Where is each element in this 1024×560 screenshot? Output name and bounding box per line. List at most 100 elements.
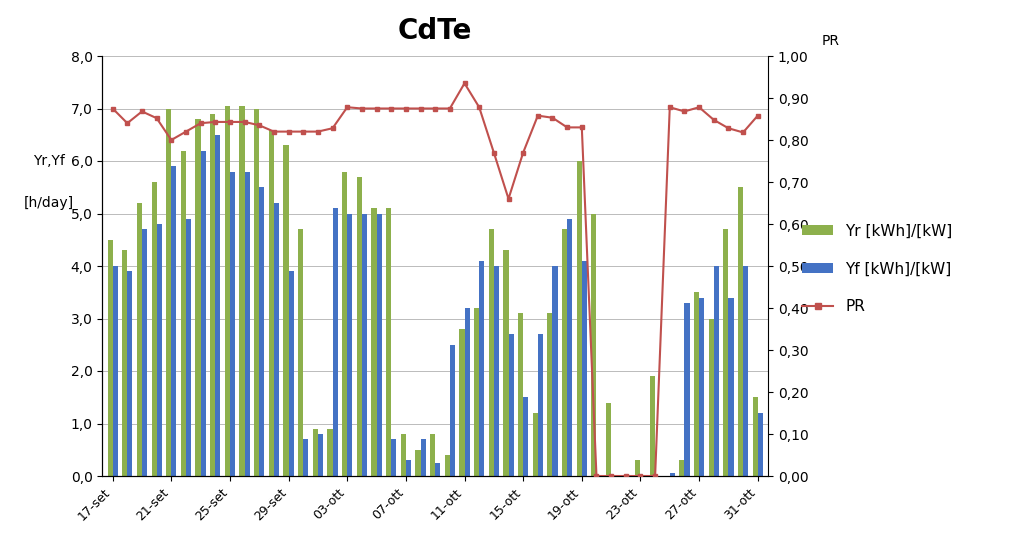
PR	[503, 195, 515, 202]
PR	[311, 128, 324, 135]
PR	[209, 119, 221, 125]
PR	[752, 112, 764, 119]
Bar	[738, 187, 743, 476]
PR	[165, 137, 177, 143]
Bar	[181, 151, 186, 476]
Bar	[416, 450, 421, 476]
Bar	[113, 266, 118, 476]
Bar	[347, 213, 352, 476]
PR	[590, 473, 602, 479]
Bar	[553, 266, 558, 476]
Bar	[225, 106, 230, 476]
Bar	[635, 460, 640, 476]
PR	[459, 80, 471, 87]
PR	[575, 124, 588, 131]
PR	[371, 105, 383, 112]
Bar	[356, 177, 361, 476]
Bar	[391, 439, 396, 476]
PR	[151, 115, 163, 122]
Bar	[465, 308, 470, 476]
Bar	[494, 266, 499, 476]
Bar	[421, 439, 426, 476]
PR	[239, 119, 251, 125]
Line: PR: PR	[111, 81, 760, 478]
Bar	[460, 329, 465, 476]
PR	[327, 125, 339, 132]
Bar	[137, 203, 142, 476]
Bar	[450, 345, 455, 476]
Bar	[670, 473, 675, 476]
Bar	[122, 250, 127, 476]
PR	[136, 108, 148, 115]
PR	[341, 104, 353, 111]
Bar	[230, 171, 236, 476]
Bar	[474, 308, 479, 476]
PR	[385, 105, 397, 112]
Bar	[372, 208, 377, 476]
Bar	[650, 376, 655, 476]
PR	[355, 105, 368, 112]
Bar	[518, 313, 523, 476]
Bar	[606, 403, 611, 476]
Bar	[312, 429, 317, 476]
Bar	[377, 213, 382, 476]
PR	[399, 105, 412, 112]
PR	[561, 124, 573, 131]
Bar	[430, 434, 435, 476]
PR	[443, 105, 456, 112]
Bar	[406, 460, 411, 476]
Bar	[171, 166, 176, 476]
Bar	[284, 145, 289, 476]
Bar	[582, 261, 587, 476]
Bar	[743, 266, 749, 476]
Bar	[274, 203, 280, 476]
Bar	[758, 413, 763, 476]
PR	[180, 128, 193, 135]
PR	[708, 116, 720, 123]
Bar	[504, 250, 509, 476]
Bar	[444, 455, 450, 476]
Bar	[259, 187, 264, 476]
Bar	[240, 106, 245, 476]
Bar	[245, 171, 250, 476]
Bar	[753, 397, 758, 476]
Bar	[142, 229, 147, 476]
Bar	[303, 439, 308, 476]
Bar	[166, 109, 171, 476]
Bar	[709, 319, 714, 476]
PR	[678, 108, 690, 115]
PR	[634, 473, 646, 479]
Bar	[728, 297, 733, 476]
Bar	[679, 460, 684, 476]
Bar	[298, 229, 303, 476]
Text: PR: PR	[821, 34, 840, 48]
PR	[693, 104, 706, 111]
Bar	[152, 182, 157, 476]
Bar	[400, 434, 406, 476]
Bar	[694, 292, 699, 476]
Bar	[684, 303, 689, 476]
Bar	[108, 240, 113, 476]
Bar	[567, 219, 572, 476]
PR	[531, 112, 544, 119]
Bar	[523, 397, 528, 476]
PR	[737, 129, 750, 136]
Title: CdTe: CdTe	[398, 17, 472, 45]
Bar	[532, 413, 538, 476]
Bar	[577, 161, 582, 476]
PR	[517, 149, 529, 156]
Bar	[488, 229, 494, 476]
PR	[224, 119, 237, 125]
Bar	[479, 261, 484, 476]
Bar	[317, 434, 323, 476]
Bar	[289, 271, 294, 476]
PR	[195, 120, 207, 127]
PR	[415, 105, 427, 112]
PR	[473, 104, 485, 111]
PR	[547, 114, 559, 121]
Bar	[196, 119, 201, 476]
PR	[664, 104, 676, 111]
Bar	[254, 109, 259, 476]
Bar	[328, 429, 333, 476]
Bar	[333, 208, 338, 476]
